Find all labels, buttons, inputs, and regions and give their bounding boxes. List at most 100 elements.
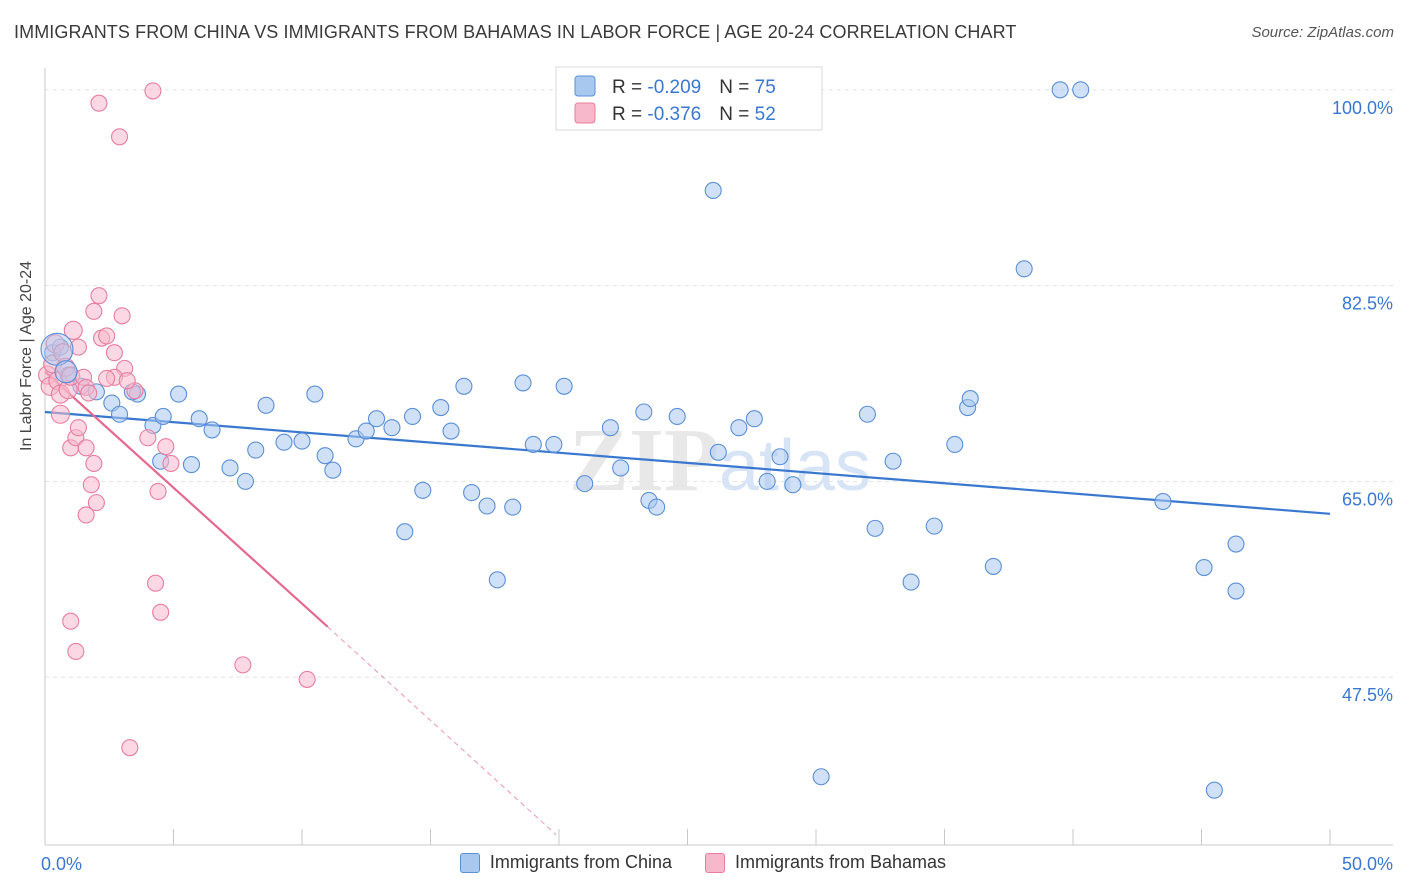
china-point-45	[612, 459, 630, 477]
bahamas-point-26	[90, 287, 108, 305]
trend-lines	[44, 370, 1331, 836]
china-point-54	[758, 472, 776, 490]
trend-line-bahamas-extension	[327, 626, 557, 836]
china-point-10	[154, 407, 172, 426]
china-point-43	[576, 475, 594, 493]
china-point-61	[902, 573, 920, 591]
bahamas-point-36	[149, 482, 167, 500]
china-point-56	[784, 476, 802, 494]
china-point-53	[745, 410, 763, 428]
china-point-51	[709, 443, 727, 461]
china-point-20	[275, 433, 293, 451]
china-point-14	[203, 421, 221, 439]
china-swatch	[459, 852, 480, 873]
china-point-57	[812, 768, 830, 786]
legend-swatch-1	[574, 102, 596, 124]
china-point-6	[110, 405, 129, 423]
bahamas-point-46	[234, 656, 252, 674]
legend-n-value-1: 52	[755, 104, 776, 125]
trend-line-china	[44, 410, 1331, 515]
bahamas-point-43	[110, 128, 129, 146]
china-point-63	[946, 435, 964, 454]
legend-bahamas-label: Immigrants from Bahamas	[735, 852, 947, 872]
y-tick-label-0: 100.0%	[1332, 98, 1393, 118]
legend-frame	[555, 66, 823, 131]
bahamas-point-22	[85, 454, 103, 473]
bahamas-point-39	[146, 574, 165, 592]
chart-source: Source: ZipAtlas.com	[1251, 24, 1394, 41]
bahamas-point-37	[162, 454, 180, 473]
bahamas-swatch	[705, 852, 725, 873]
china-point-27	[367, 410, 386, 428]
china-point-73	[1227, 535, 1245, 553]
bahamas-point-18	[69, 419, 87, 437]
legend-swatch-0	[574, 75, 596, 97]
bahamas-point-48	[121, 739, 139, 757]
china-point-26	[357, 422, 375, 440]
tick-labels: 100.0% 82.5% 65.0% 47.5% 0.0% 50.0%	[41, 98, 1393, 874]
china-point-42	[555, 377, 573, 395]
china-point-59	[866, 519, 884, 537]
china-point-13	[182, 456, 201, 474]
y-tick-label-3: 47.5%	[1342, 685, 1393, 705]
chart-title: IMMIGRANTS FROM CHINA VS IMMIGRANTS FROM…	[14, 22, 1017, 42]
china-point-cluster-2	[54, 360, 78, 384]
bahamas-point-28	[105, 344, 123, 362]
china-point-50	[704, 181, 722, 200]
bahamas-point-21	[82, 476, 100, 494]
legend-item-china[interactable]: Immigrants from China	[459, 852, 672, 873]
bahamas-point-27	[85, 302, 103, 320]
china-point-68	[1051, 81, 1069, 99]
legend-item-bahamas[interactable]: Immigrants from Bahamas	[705, 852, 946, 873]
bahamas-point-41	[62, 612, 80, 630]
china-point-17	[236, 472, 255, 490]
china-point-29	[396, 523, 414, 541]
china-point-30	[403, 407, 422, 426]
bahamas-point-15	[80, 384, 98, 402]
china-point-72	[1205, 781, 1223, 799]
china-point-55	[771, 448, 789, 466]
bahamas-point-25	[98, 327, 116, 345]
bahamas-point-35	[139, 429, 157, 447]
legend-stats-0: R = -0.209 N = 75	[612, 77, 776, 98]
legend-n-label-1: N =	[719, 104, 754, 125]
series-legend: Immigrants from China Immigrants from Ba…	[0, 852, 1406, 878]
china-point-60	[884, 452, 902, 470]
china-point-71	[1195, 558, 1213, 577]
china-point-70	[1154, 492, 1172, 511]
bahamas-point-33	[118, 372, 136, 390]
bahamas-point-11	[63, 320, 83, 340]
bahamas-point-19	[77, 439, 95, 457]
china-point-40	[524, 435, 542, 454]
bahamas-point-44	[144, 82, 162, 100]
china-point-21	[293, 432, 311, 450]
china-point-44	[601, 419, 619, 437]
china-point-49	[668, 407, 686, 426]
legend-r-label-1: R =	[612, 104, 647, 125]
china-point-37	[488, 571, 506, 589]
bahamas-point-20	[77, 506, 95, 524]
china-point-34	[455, 377, 473, 395]
china-point-74	[1227, 582, 1245, 600]
legend-r-value-1: -0.376	[647, 104, 701, 125]
bahamas-point-42	[67, 642, 85, 660]
china-point-11	[170, 385, 188, 403]
bahamas-point-40	[152, 603, 170, 621]
china-point-62	[925, 517, 943, 535]
grid-lines	[45, 89, 1393, 678]
china-point-35	[463, 484, 481, 502]
bahamas-point-6	[50, 404, 70, 424]
china-point-69	[1072, 81, 1090, 99]
legend-box: R = -0.209 N = 75 R = -0.376 N = 52	[555, 66, 823, 131]
china-point-41	[545, 435, 563, 454]
bahamas-point-45	[90, 94, 108, 112]
bahamas-point-23	[87, 494, 105, 512]
china-point-67	[1015, 260, 1033, 278]
x-tick-label-max: 50.0%	[1342, 854, 1393, 874]
china-point-39	[514, 374, 532, 392]
legend-r-label-0: R =	[612, 77, 647, 98]
legend-n-label-0: N =	[719, 77, 754, 98]
legend-n-value-0: 75	[755, 77, 776, 98]
legend-china-label: Immigrants from China	[489, 852, 672, 872]
axes	[44, 68, 1393, 846]
